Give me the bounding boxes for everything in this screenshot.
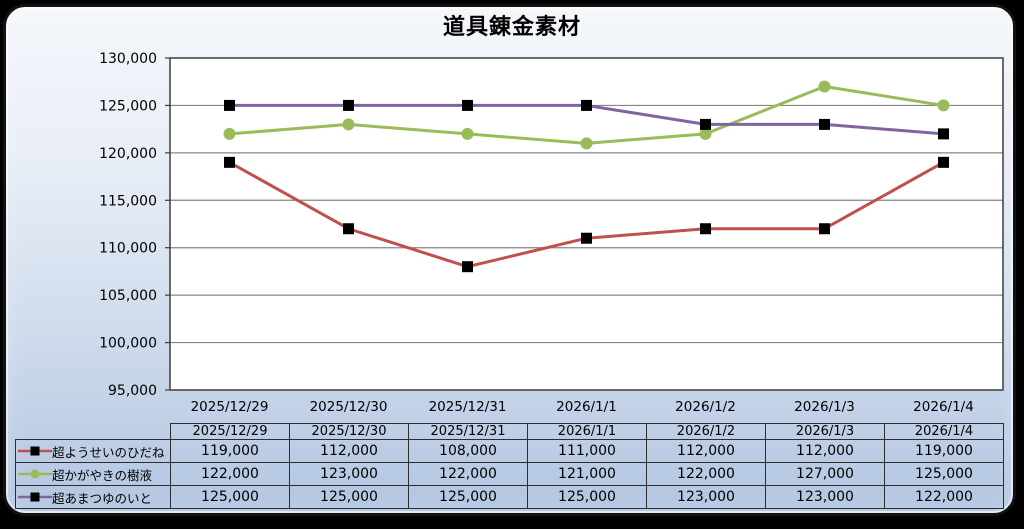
- table-cell-value: 123,000: [765, 485, 885, 509]
- y-axis-label: 130,000: [99, 51, 157, 67]
- data-point-marker: [699, 127, 712, 140]
- data-point-marker: [700, 223, 711, 235]
- table-header-row: 2025/12/29 2025/12/30 2025/12/31 2026/1/1 20…: [16, 423, 1004, 440]
- table-cell-value: 125,000: [289, 485, 409, 509]
- x-axis-label: 2026/1/4: [913, 399, 974, 415]
- table-cell-value: 125,000: [408, 485, 528, 509]
- table-cell-value: 121,000: [527, 462, 647, 486]
- x-axis-label: 2025/12/31: [429, 399, 507, 415]
- x-axis-label: 2026/1/1: [556, 399, 617, 415]
- data-point-marker: [224, 99, 235, 111]
- data-table: 2025/12/29 2025/12/30 2025/12/31 2026/1/1 20…: [15, 423, 1004, 509]
- table-cell-value: 122,000: [884, 485, 1004, 509]
- data-point-marker: [819, 118, 830, 130]
- table-header-date: 2025/12/29: [170, 423, 290, 440]
- data-point-marker: [938, 128, 949, 140]
- legend-item: 超ようせいのひだね: [15, 439, 171, 463]
- x-axis-label: 2026/1/2: [675, 399, 736, 415]
- data-point-marker: [938, 156, 949, 168]
- data-point-marker: [818, 80, 831, 93]
- table-cell-value: 122,000: [408, 462, 528, 486]
- x-axis-label: 2025/12/29: [191, 399, 269, 415]
- x-axis-label: 2025/12/30: [310, 399, 388, 415]
- table-cell-value: 119,000: [884, 439, 1004, 463]
- table-cell-value: 108,000: [408, 439, 528, 463]
- y-axis-label: 105,000: [99, 288, 157, 304]
- table-header-date: 2026/1/4: [884, 423, 1004, 440]
- line-chart: 95,000 100,000 105,000 110,000 115,000 120,00…: [99, 51, 1004, 415]
- x-axis-label: 2026/1/3: [794, 399, 855, 415]
- legend-label: 超あまつゆのいと: [52, 490, 153, 506]
- legend-key-icon: [18, 489, 52, 505]
- table-cell-value: 112,000: [289, 439, 409, 463]
- table-header-date: 2026/1/3: [765, 423, 885, 440]
- table-header-date: 2025/12/31: [408, 423, 528, 440]
- data-point-marker: [343, 223, 354, 235]
- data-point-marker: [343, 99, 354, 111]
- data-point-marker: [462, 99, 473, 111]
- table-cell-value: 112,000: [765, 439, 885, 463]
- table-cell-value: 125,000: [527, 485, 647, 509]
- table-header-date: 2026/1/1: [527, 423, 647, 440]
- data-point-marker: [819, 223, 830, 235]
- data-point-marker: [700, 118, 711, 130]
- data-point-marker: [342, 118, 355, 131]
- legend-key-icon: [18, 466, 52, 482]
- plot-area: [170, 58, 1003, 390]
- data-point-marker: [937, 99, 950, 112]
- table-cell-value: 111,000: [527, 439, 647, 463]
- table-header-date: 2025/12/30: [289, 423, 409, 440]
- legend-label: 超かがやきの樹液: [52, 467, 153, 483]
- table-row: 超あまつゆのいと 125,000 125,000 125,000 125,000 123,…: [15, 485, 1004, 509]
- table-cell-value: 127,000: [765, 462, 885, 486]
- y-axis-label: 100,000: [99, 336, 157, 352]
- table-row: 超ようせいのひだね 119,000 112,000 108,000 111,000 112…: [15, 439, 1004, 463]
- data-point-marker: [223, 127, 236, 140]
- data-point-marker: [581, 232, 592, 244]
- table-cell-value: 112,000: [646, 439, 766, 463]
- table-cell-value: 123,000: [646, 485, 766, 509]
- table-corner-cell: [16, 424, 171, 440]
- table-cell-value: 123,000: [289, 462, 409, 486]
- table-cell-value: 119,000: [170, 439, 290, 463]
- plot-border: [169, 57, 1004, 391]
- chart-title: 道具錬金素材: [442, 15, 581, 40]
- y-axis-label: 115,000: [99, 193, 157, 209]
- data-point-marker: [580, 137, 593, 150]
- data-point-marker: [581, 99, 592, 111]
- y-axis-label: 120,000: [99, 146, 157, 162]
- y-axis-label: 110,000: [99, 241, 157, 257]
- legend-item: 超あまつゆのいと: [15, 485, 171, 509]
- data-point-marker: [462, 261, 473, 273]
- y-axis-label: 125,000: [99, 98, 157, 114]
- table-row: 超かがやきの樹液 122,000 123,000 122,000 121,000 122,…: [15, 462, 1004, 486]
- y-axis-label: 95,000: [108, 383, 157, 399]
- legend-item: 超かがやきの樹液: [15, 462, 171, 486]
- legend-key-icon: [18, 443, 52, 459]
- data-point-marker: [461, 127, 474, 140]
- data-point-marker: [224, 156, 235, 168]
- table-header-date: 2026/1/2: [646, 423, 766, 440]
- table-cell-value: 122,000: [646, 462, 766, 486]
- table-cell-value: 125,000: [170, 485, 290, 509]
- table-cell-value: 125,000: [884, 462, 1004, 486]
- legend-label: 超ようせいのひだね: [52, 444, 165, 460]
- table-cell-value: 122,000: [170, 462, 290, 486]
